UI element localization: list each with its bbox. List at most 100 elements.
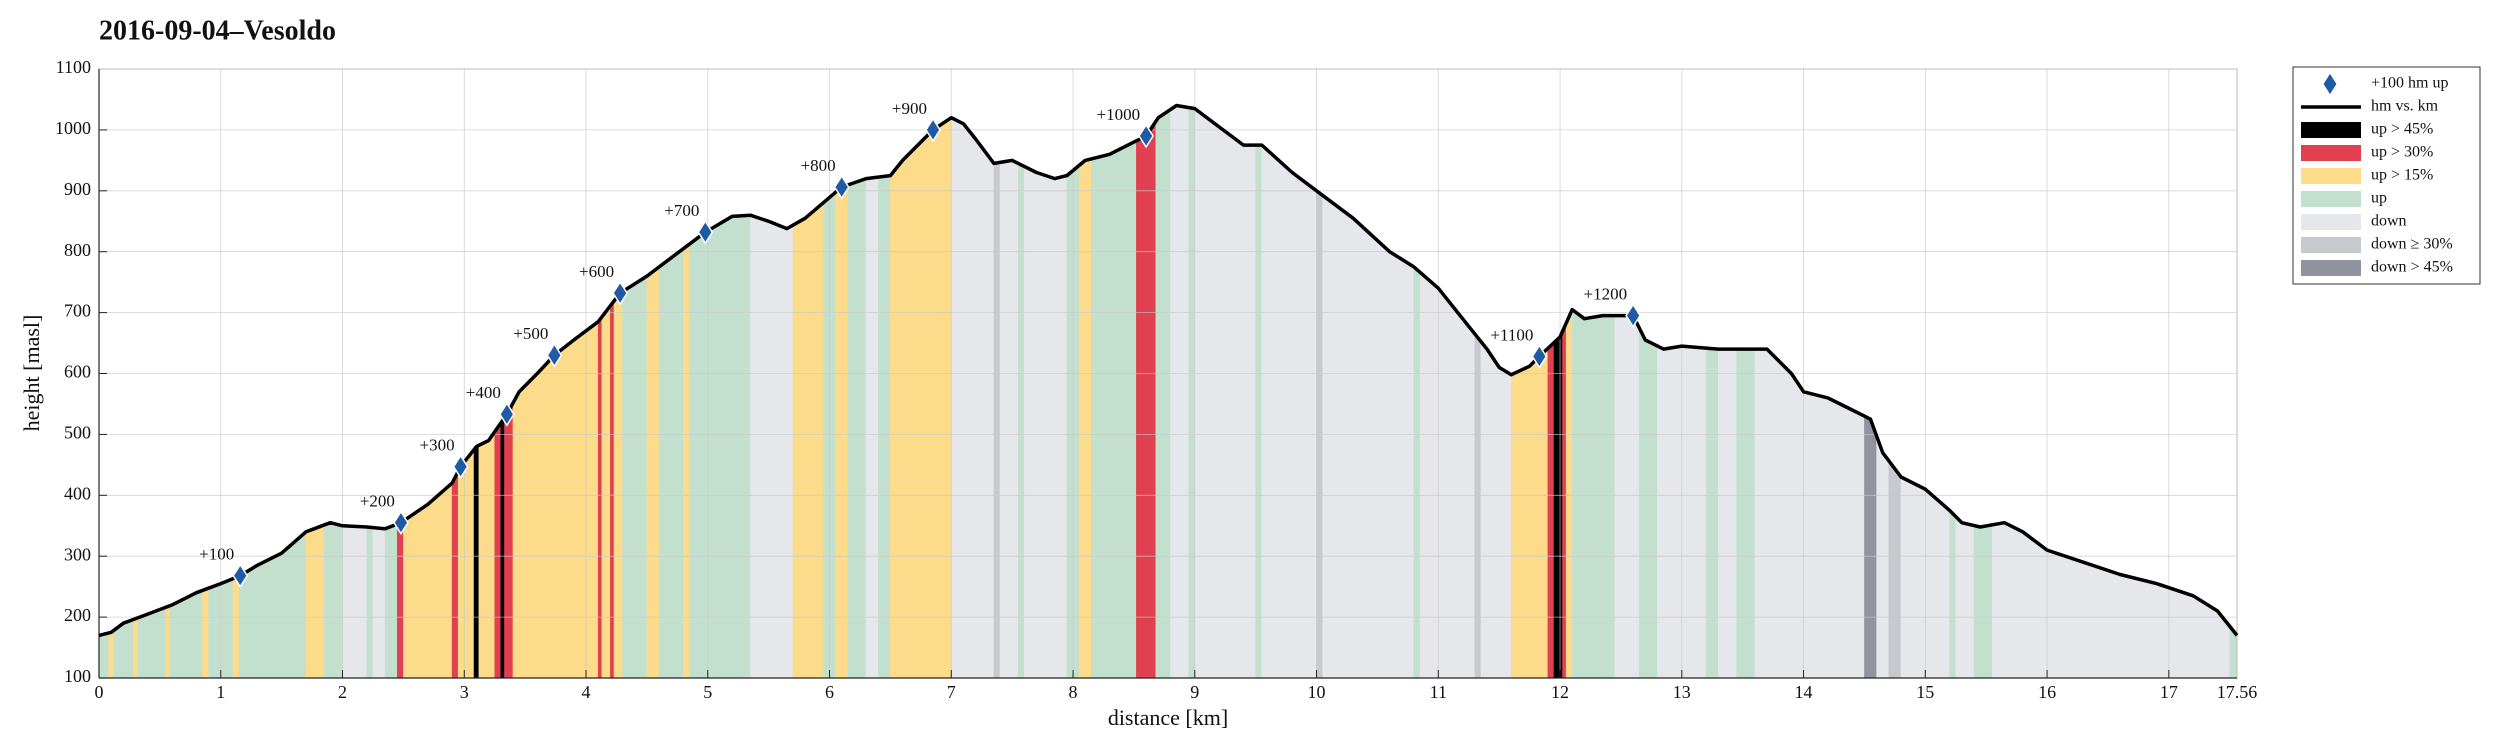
- slope-band: [403, 482, 453, 679]
- y-tick-label: 700: [64, 301, 91, 321]
- slope-band: [1480, 340, 1512, 679]
- slope-band: [1562, 323, 1567, 679]
- x-axis-label: distance [km]: [1108, 705, 1228, 730]
- slope-band: [1413, 266, 1421, 679]
- slope-band: [610, 300, 615, 679]
- slope-band: [877, 175, 891, 679]
- y-tick-label: 800: [64, 240, 91, 260]
- slope-band: [1949, 509, 1956, 679]
- slope-band: [500, 416, 505, 679]
- marker-label: +200: [360, 492, 395, 511]
- legend-label: up > 15%: [2371, 167, 2433, 184]
- slope-band: [951, 117, 995, 679]
- chart-title: 2016-09-04–Vesoldo: [99, 15, 336, 46]
- y-tick-label: 500: [64, 423, 91, 443]
- slope-band: [750, 214, 794, 679]
- slope-band: [1718, 348, 1737, 679]
- slope-band: [384, 523, 398, 679]
- slope-band: [1973, 524, 1993, 679]
- legend-label: up > 30%: [2371, 144, 2433, 161]
- legend-label: hm vs. km: [2371, 98, 2439, 115]
- slope-band: [835, 184, 849, 679]
- legend-symbol: [2301, 145, 2361, 161]
- slope-band: [305, 524, 325, 679]
- x-tick-label: 11: [1430, 682, 1447, 702]
- marker: [232, 563, 249, 589]
- marker: [925, 117, 941, 143]
- legend-symbol: [2301, 260, 2361, 276]
- x-tick-label: 15: [1916, 682, 1934, 702]
- slope-band: [999, 160, 1019, 679]
- slope-band: [792, 202, 824, 679]
- marker-label: +400: [466, 383, 501, 402]
- y-tick-label: 200: [64, 605, 91, 625]
- marker: [498, 401, 515, 427]
- slope-band: [1553, 331, 1563, 679]
- slope-band: [1571, 309, 1616, 679]
- elevation-line: [98, 103, 2239, 638]
- slope-band: [323, 522, 343, 679]
- marker-label: +300: [420, 436, 455, 455]
- marker-label: +900: [892, 99, 927, 118]
- y-tick-label: 1000: [55, 118, 91, 138]
- marker-label: +500: [513, 324, 548, 343]
- legend-label: down: [2371, 213, 2407, 230]
- slope-band: [1261, 144, 1317, 679]
- legend-symbol: [2301, 214, 2361, 230]
- x-tick-label: 3: [460, 682, 469, 702]
- legend-symbol: [2301, 122, 2361, 138]
- grid: [98, 68, 2238, 679]
- slope-band: [1511, 347, 1549, 679]
- marker: [1625, 303, 1641, 329]
- slope-band: [1888, 460, 1902, 679]
- x-tick-label: 7: [947, 682, 956, 702]
- slope-band: [504, 402, 514, 679]
- marker-label: +1200: [1584, 285, 1628, 304]
- slope-band: [1565, 309, 1573, 679]
- legend-label: +100 hm up: [2371, 75, 2448, 92]
- slope-band: [1091, 140, 1137, 679]
- bands: [98, 105, 2238, 679]
- legend-symbol: [2301, 237, 2361, 253]
- slope-band: [1614, 315, 1640, 679]
- slope-band: [372, 527, 386, 679]
- slope-band: [473, 444, 480, 679]
- marker: [1138, 123, 1154, 149]
- x-tick-label: 2: [338, 682, 347, 702]
- y-tick-label: 900: [64, 179, 91, 199]
- slope-band: [202, 587, 209, 679]
- x-tick-label: 10: [1308, 682, 1326, 702]
- slope-band: [601, 305, 611, 679]
- marker-label: +700: [664, 201, 699, 220]
- slope-band: [689, 214, 751, 679]
- marker-label: +100: [199, 545, 234, 564]
- slope-band: [132, 617, 139, 679]
- x-tick-label: 1: [216, 682, 225, 702]
- slope-band: [98, 632, 109, 679]
- slope-band: [1705, 347, 1719, 679]
- slope-band: [597, 316, 603, 679]
- slope-band: [1736, 348, 1756, 679]
- slope-band: [494, 422, 502, 679]
- x-tick-label: 5: [703, 682, 712, 702]
- legend-symbol: [2301, 191, 2361, 207]
- slope-band: [1170, 105, 1189, 679]
- y-tick-label: 600: [64, 362, 91, 382]
- slope-band: [1255, 144, 1263, 679]
- legend-label: up > 45%: [2371, 121, 2433, 138]
- legend-symbol: [2301, 168, 2361, 184]
- y-axis-label: height [masl]: [19, 315, 44, 432]
- x-tick-label: 17: [2160, 682, 2178, 702]
- slope-band: [1024, 166, 1068, 679]
- slope-band: [1194, 108, 1256, 679]
- slope-band: [478, 430, 495, 679]
- marker: [697, 219, 714, 245]
- marker-label: +1100: [1490, 325, 1533, 344]
- slope-band: [1876, 435, 1890, 679]
- x-tick-label: 4: [582, 682, 591, 702]
- slope-band: [613, 291, 623, 679]
- slope-band: [1136, 120, 1157, 679]
- marker: [452, 454, 469, 480]
